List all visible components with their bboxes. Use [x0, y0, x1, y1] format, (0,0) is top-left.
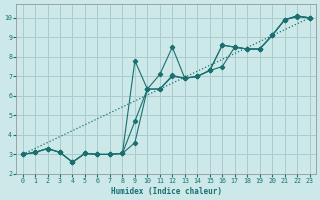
X-axis label: Humidex (Indice chaleur): Humidex (Indice chaleur): [111, 187, 221, 196]
